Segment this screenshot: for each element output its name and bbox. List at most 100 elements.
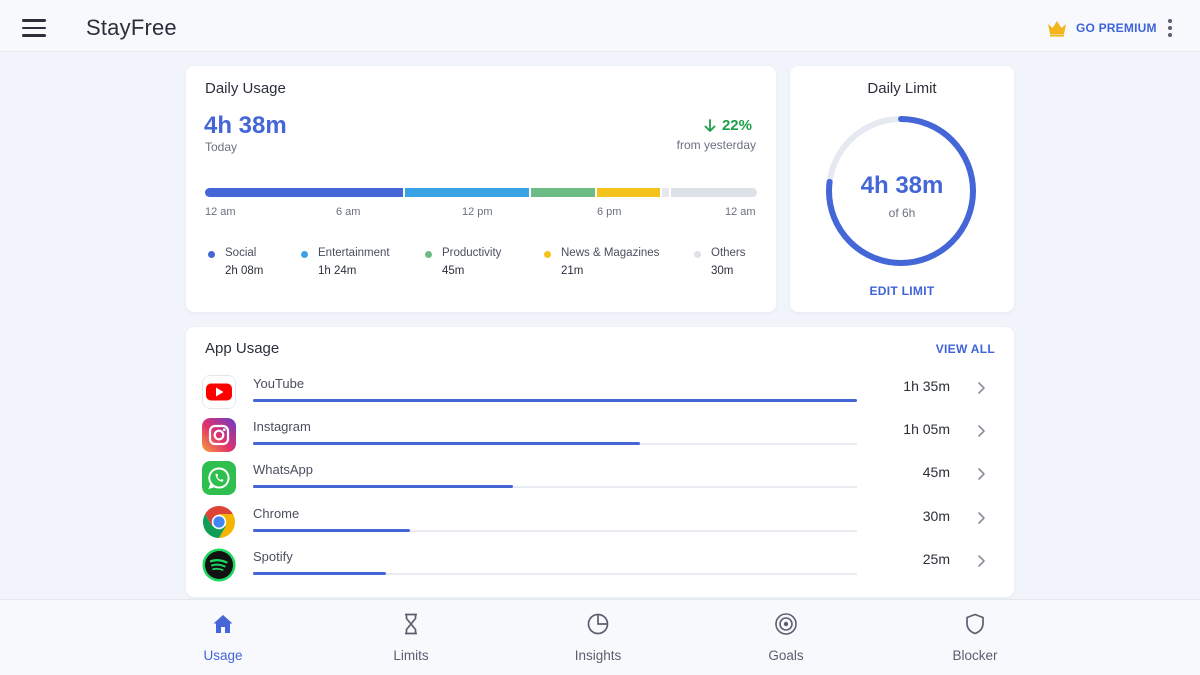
timeline-segment-social bbox=[205, 188, 403, 197]
app-usage-track bbox=[253, 399, 857, 402]
timeline-tick: 12 am bbox=[725, 206, 756, 218]
app-row-instagram[interactable]: Instagram 1h 05m bbox=[186, 415, 1014, 457]
app-usage-fill bbox=[253, 399, 857, 402]
legend-dot bbox=[301, 251, 308, 258]
ring-progress bbox=[826, 116, 976, 266]
legend-value: 21m bbox=[561, 265, 584, 277]
daily-usage-title: Daily Usage bbox=[205, 80, 286, 97]
chrome-icon bbox=[202, 506, 236, 538]
legend-name: Entertainment bbox=[318, 247, 390, 259]
timeline-tick: 6 am bbox=[336, 206, 361, 218]
whatsapp-icon bbox=[202, 461, 236, 495]
hourglass-icon bbox=[405, 613, 417, 635]
app-usage-track bbox=[253, 529, 857, 532]
legend-name: Others bbox=[711, 247, 746, 259]
app-usage-track bbox=[253, 572, 857, 575]
app-row-whatsapp[interactable]: WhatsApp 45m bbox=[186, 458, 1014, 500]
legend-dot bbox=[208, 251, 215, 258]
app-row-chrome[interactable]: Chrome 30m bbox=[186, 502, 1014, 544]
legend-value: 45m bbox=[442, 265, 465, 277]
timeline-segment-entertainment bbox=[405, 188, 529, 197]
app-time: 1h 35m bbox=[903, 378, 950, 394]
legend-value: 30m bbox=[711, 265, 734, 277]
daily-limit-progress-ring bbox=[826, 116, 976, 266]
nav-item-goals[interactable]: Goals bbox=[726, 600, 846, 675]
legend-name: Social bbox=[225, 247, 257, 259]
app-time: 45m bbox=[922, 464, 950, 480]
app-name: Chrome bbox=[253, 506, 300, 521]
go-premium-label: GO PREMIUM bbox=[1076, 21, 1157, 35]
app-name: WhatsApp bbox=[253, 462, 313, 477]
nav-label: Usage bbox=[203, 648, 243, 663]
app-row-spotify[interactable]: Spotify 25m bbox=[186, 545, 1014, 587]
daily-usage-period: Today bbox=[205, 140, 238, 154]
app-time: 1h 05m bbox=[903, 421, 950, 437]
spotify-icon bbox=[202, 548, 236, 582]
instagram-icon bbox=[202, 418, 236, 452]
target-icon bbox=[775, 613, 797, 635]
daily-limit-used: 4h 38m bbox=[860, 172, 944, 199]
app-usage-card: App Usage VIEW ALL YouTube 1h 35m bbox=[186, 327, 1014, 597]
timeline-tick: 6 pm bbox=[597, 206, 622, 218]
app-title: StayFree bbox=[86, 15, 177, 40]
nav-item-blocker[interactable]: Blocker bbox=[915, 600, 1035, 675]
nav-item-insights[interactable]: Insights bbox=[538, 600, 658, 675]
app-usage-fill bbox=[253, 572, 386, 575]
daily-limit-total: of 6h bbox=[888, 206, 916, 220]
legend-value: 2h 08m bbox=[225, 265, 264, 277]
app-usage-fill bbox=[253, 485, 513, 488]
nav-item-limits[interactable]: Limits bbox=[351, 600, 471, 675]
chevron-right-icon bbox=[978, 425, 985, 437]
timeline-tick: 12 am bbox=[205, 206, 236, 218]
legend-name: Productivity bbox=[442, 247, 502, 259]
hamburger-menu-icon[interactable] bbox=[22, 19, 46, 37]
app-usage-track bbox=[253, 485, 857, 488]
crown-icon bbox=[1048, 21, 1066, 37]
nav-label: Insights bbox=[574, 648, 622, 663]
app-usage-track bbox=[253, 442, 857, 445]
chevron-right-icon bbox=[978, 555, 985, 567]
timeline-segment-news bbox=[597, 188, 660, 197]
go-premium-button[interactable]: GO PREMIUM bbox=[1046, 19, 1157, 37]
usage-change-value: 22% bbox=[721, 117, 752, 134]
timeline-segment-productivity bbox=[531, 188, 595, 197]
nav-label: Blocker bbox=[952, 648, 998, 663]
chevron-right-icon bbox=[978, 382, 985, 394]
chevron-right-icon bbox=[978, 512, 985, 524]
daily-limit-card: Daily Limit 4h 38m of 6h EDIT LIMIT bbox=[790, 66, 1014, 312]
app-row-youtube[interactable]: YouTube 1h 35m bbox=[186, 372, 1014, 414]
timeline-segment-others bbox=[671, 188, 757, 197]
top-app-bar: StayFree GO PREMIUM bbox=[0, 0, 1200, 52]
daily-limit-title: Daily Limit bbox=[867, 80, 937, 97]
nav-label: Goals bbox=[768, 648, 804, 663]
app-usage-fill bbox=[253, 529, 411, 532]
app-name: Instagram bbox=[253, 419, 311, 434]
shield-icon bbox=[966, 613, 984, 635]
usage-change-indicator: 22% bbox=[704, 117, 752, 134]
app-name: YouTube bbox=[253, 376, 305, 391]
app-name: Spotify bbox=[253, 549, 293, 564]
legend-dot bbox=[694, 251, 701, 258]
nav-item-usage[interactable]: Usage bbox=[163, 600, 283, 675]
arrow-down-icon bbox=[704, 118, 716, 132]
daily-usage-card: Daily Usage 4h 38m Today 22% from yester… bbox=[186, 66, 776, 312]
app-time: 25m bbox=[922, 551, 950, 567]
timeline-tick: 12 pm bbox=[462, 206, 493, 218]
nav-label: Limits bbox=[393, 648, 429, 663]
legend-value: 1h 24m bbox=[318, 265, 357, 277]
view-all-button[interactable]: VIEW ALL bbox=[935, 342, 995, 356]
bottom-navigation: Usage Limits Insights Goals Blocker bbox=[0, 599, 1200, 675]
timeline-segment-unused bbox=[662, 188, 669, 197]
more-vert-icon[interactable] bbox=[1166, 19, 1174, 39]
legend-name: News & Magazines bbox=[561, 247, 660, 259]
legend-dot bbox=[544, 251, 551, 258]
home-icon bbox=[213, 615, 233, 633]
chevron-right-icon bbox=[978, 468, 985, 480]
daily-timeline-bar bbox=[205, 188, 757, 197]
daily-usage-total: 4h 38m bbox=[204, 112, 287, 139]
app-usage-title: App Usage bbox=[205, 340, 280, 357]
legend-dot bbox=[425, 251, 432, 258]
edit-limit-button[interactable]: EDIT LIMIT bbox=[869, 284, 935, 298]
youtube-icon bbox=[202, 375, 236, 409]
pie-chart-icon bbox=[587, 613, 609, 635]
